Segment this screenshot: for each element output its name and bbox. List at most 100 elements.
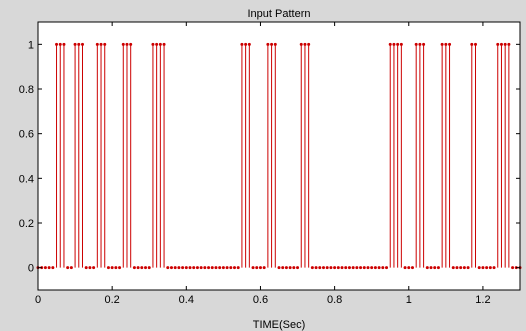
stem-marker (385, 266, 389, 270)
stem-marker (69, 266, 73, 270)
x-tick-label: 0.8 (327, 294, 342, 306)
stem-marker (218, 266, 222, 270)
stem-marker (140, 266, 144, 270)
stem-marker (307, 42, 311, 46)
stem-marker (481, 266, 485, 270)
stem-marker (66, 266, 70, 270)
stem-marker (110, 266, 114, 270)
stem-marker (370, 266, 374, 270)
stem-marker (433, 266, 437, 270)
stem-marker (195, 266, 199, 270)
stem-marker (92, 266, 96, 270)
stem-marker (488, 266, 492, 270)
stem-marker (273, 42, 277, 46)
stem-marker (436, 266, 440, 270)
stem-marker (118, 266, 122, 270)
stem-marker (221, 266, 225, 270)
stem-marker (173, 266, 177, 270)
stem-marker (236, 266, 240, 270)
stem-marker (418, 42, 422, 46)
stem-marker (151, 42, 155, 46)
stem-marker (333, 266, 337, 270)
stem-marker (303, 42, 307, 46)
stem-marker (373, 266, 377, 270)
stem-marker (84, 266, 88, 270)
stem-marker (444, 42, 448, 46)
stem-marker (329, 266, 333, 270)
stem-marker (177, 266, 181, 270)
stem-marker (240, 42, 244, 46)
stem-marker (99, 42, 103, 46)
stem-marker (80, 42, 84, 46)
stem-marker (407, 266, 411, 270)
axis-ticks: 0 0.2 0.4 0.6 0.8 1 1.2 0 0.2 0.4 0.6 0.8 1 (19, 22, 520, 306)
stem-marker (410, 266, 414, 270)
stem-marker (106, 266, 110, 270)
stem-marker (281, 266, 285, 270)
y-tick-label: 0 (28, 263, 34, 275)
stem-marker (207, 266, 211, 270)
stem-marker (266, 42, 270, 46)
stem-marker (270, 42, 274, 46)
stem-marker (277, 266, 281, 270)
stem-marker (492, 266, 496, 270)
stem-marker (58, 42, 62, 46)
stem-marker (188, 266, 192, 270)
stem-series (36, 42, 522, 270)
stem-marker (262, 266, 266, 270)
stem-marker (129, 42, 133, 46)
stem-marker (162, 42, 166, 46)
stem-marker (55, 42, 59, 46)
stem-marker (392, 42, 396, 46)
axes-box (37, 21, 521, 291)
stem-marker (255, 266, 259, 270)
stem-marker (155, 42, 159, 46)
stem-marker (474, 42, 478, 46)
stem-marker (422, 42, 426, 46)
stem-marker (181, 266, 185, 270)
stem-marker (251, 266, 255, 270)
stem-marker (125, 42, 129, 46)
stem-marker (121, 42, 125, 46)
stem-marker (396, 42, 400, 46)
stem-marker (192, 266, 196, 270)
x-tick-label: 0 (35, 294, 41, 306)
stem-marker (366, 266, 370, 270)
stem-marker (425, 266, 429, 270)
stem-marker (403, 266, 407, 270)
stem-marker (114, 266, 118, 270)
x-tick-label: 0.2 (105, 294, 120, 306)
x-tick-label: 0.4 (179, 294, 194, 306)
stem-marker (377, 266, 381, 270)
stem-marker (485, 266, 489, 270)
stem-marker (440, 42, 444, 46)
stem-marker (448, 42, 452, 46)
x-axis-label: TIME(Sec) (253, 319, 306, 331)
stem-marker (355, 266, 359, 270)
stem-marker (321, 266, 325, 270)
stem-marker (132, 266, 136, 270)
stem-marker (299, 42, 303, 46)
stem-marker (210, 266, 214, 270)
stem-marker (166, 266, 170, 270)
stem-marker (136, 266, 140, 270)
stem-marker (103, 42, 107, 46)
axes-background (38, 22, 520, 290)
chart-title: Input Pattern (248, 8, 311, 20)
y-tick-label: 0.2 (19, 218, 34, 230)
x-tick-label: 0.6 (253, 294, 268, 306)
stem-marker (325, 266, 329, 270)
stem-marker (43, 266, 47, 270)
stem-marker (296, 266, 300, 270)
stem-marker (244, 42, 248, 46)
stem-marker (184, 266, 188, 270)
stem-marker (351, 266, 355, 270)
stem-marker (429, 266, 433, 270)
stem-marker (47, 266, 51, 270)
stem-marker (288, 266, 292, 270)
stem-marker (169, 266, 173, 270)
stem-marker (477, 266, 481, 270)
stem-marker (225, 266, 229, 270)
stem-marker (233, 266, 237, 270)
